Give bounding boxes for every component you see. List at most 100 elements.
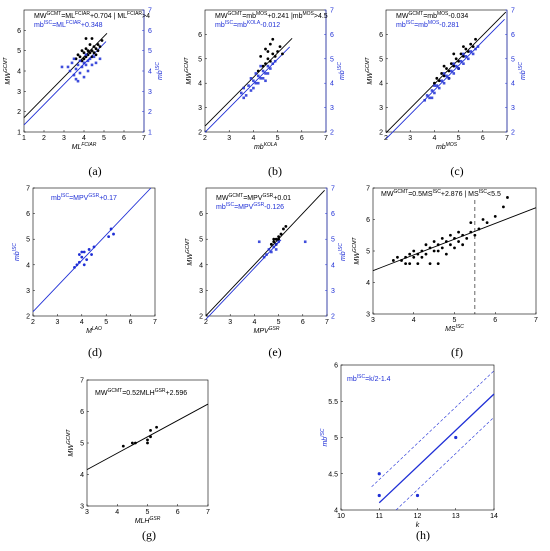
y-right-tick-label: 5 [330, 56, 334, 63]
regression-line-black [204, 37, 293, 127]
data-point-blue [256, 81, 260, 85]
data-point-black [86, 53, 90, 57]
data-point-blue [78, 71, 82, 75]
chart-panel-h: 10 11 12 13 14 4 4.5 5 5.5 6 k mbISC mbISC=k/2-1.4 (h… [320, 363, 498, 543]
data-point-black [404, 255, 407, 259]
data-point-blue [452, 62, 456, 65]
data-point-blue [77, 253, 81, 256]
y-right-tick-label: 6 [511, 32, 515, 39]
x-tick-label: 4 [432, 135, 436, 142]
x-tick-label: 3 [371, 317, 375, 324]
annotation-text: MWGCMT=MPVGSR+0.01 [216, 193, 291, 202]
data-point-blue [98, 57, 102, 61]
x-axis-label: MPVGSR [253, 326, 279, 335]
panel-label: (e) [268, 345, 281, 359]
annotation-text: MWGCMT=0.5MSISC+2.876 | MSISC<5.5 [381, 189, 501, 198]
data-point-blue [433, 84, 436, 87]
x-tick-label: 5 [104, 319, 108, 326]
data-point-blue [462, 52, 465, 56]
data-point-blue [415, 493, 420, 498]
data-point-black [90, 37, 94, 40]
data-point-blue [257, 240, 261, 244]
data-point-black [86, 49, 90, 53]
data-point-black [432, 249, 436, 253]
data-point-black [278, 45, 282, 48]
data-point-black [416, 262, 420, 265]
data-point-black [453, 237, 456, 240]
data-point-blue [272, 245, 276, 249]
y-tick-label: 5 [334, 435, 338, 442]
annotation-text: MWGCMT=0.52MLHGSR+2.596 [95, 388, 187, 397]
data-point-blue [256, 74, 260, 78]
data-point-black [449, 62, 453, 66]
y-axis-label: MWGCMT [352, 236, 361, 264]
data-point-black [424, 252, 428, 256]
data-point-black [74, 57, 78, 61]
x-tick-label: 5 [146, 509, 150, 516]
data-point-blue [454, 64, 458, 68]
y-tick-label: 2 [199, 314, 203, 321]
panel-label: (d) [88, 345, 102, 359]
data-point-blue [442, 81, 446, 85]
y-right-tick-label: 2 [511, 130, 515, 137]
annotation-text: MWGCMT=mbMOS+0.241 |mbMOS>4.5 [215, 11, 328, 20]
data-point-black [268, 42, 272, 46]
x-tick-label: 6 [176, 509, 180, 516]
data-point-black [471, 45, 475, 48]
data-point-black [274, 237, 278, 241]
panel-label: (h) [416, 528, 430, 542]
y-tick-label: 4 [17, 69, 21, 76]
data-point-blue [474, 47, 477, 51]
y-tick-label: 4 [366, 280, 370, 287]
data-point-black [269, 242, 273, 246]
data-point-blue [244, 94, 248, 97]
y-tick-label: 2 [17, 109, 21, 116]
y-right-tick-label: 2 [331, 314, 335, 321]
data-point-black [268, 59, 272, 63]
x-axis-label: mbKOLA [254, 142, 278, 151]
data-point-black [261, 64, 265, 68]
data-point-black [444, 240, 448, 243]
x-tick-label: 7 [534, 317, 538, 324]
y-axis-label: mbISC [12, 243, 21, 261]
regression-line-blue [378, 393, 495, 504]
y-right-tick-label: 5 [511, 56, 515, 63]
x-tick-label: 4 [412, 317, 416, 324]
regression-line-black [86, 403, 209, 470]
data-point-blue [266, 64, 270, 68]
data-point-black [149, 435, 152, 439]
x-tick-label: 3 [228, 319, 232, 326]
y-right-axis-label: mbISC [337, 62, 346, 80]
data-point-black [272, 240, 276, 244]
y-right-axis-label: mbISC [155, 62, 164, 80]
data-point-blue [252, 79, 255, 83]
chart-panel-c: 2 3 4 5 6 723456234567mbMOSMWGCMTmbISCMWGCMT=… [365, 8, 527, 179]
data-point-blue [471, 52, 475, 56]
data-point-black [502, 205, 505, 209]
y-tick-label: 3 [26, 288, 30, 295]
data-point-blue [433, 91, 436, 95]
data-point-blue [469, 50, 472, 53]
panel-label: (a) [88, 164, 101, 178]
data-point-blue [72, 73, 76, 77]
annotation-text: mbISC=MPVGSR+0.17 [51, 193, 117, 202]
data-point-black [452, 64, 456, 68]
y-right-tick-label: 6 [331, 211, 335, 218]
data-point-blue [240, 91, 243, 95]
chart-panel-e: 2 3 4 5 6 723456234567MPVGSRMWGCMTmbISCMWGCMT… [185, 186, 347, 360]
y-right-tick-label: 7 [148, 8, 152, 15]
data-point-blue [76, 63, 80, 67]
x-tick-label: 4 [115, 509, 119, 516]
data-point-blue [80, 255, 84, 259]
x-axis-label: MLFCIAR [72, 142, 97, 151]
y-tick-label: 3 [366, 312, 370, 319]
data-point-blue [87, 248, 91, 251]
confidence-band-line [395, 416, 495, 511]
data-point-blue [80, 250, 84, 254]
data-point-blue [428, 96, 431, 100]
data-point-blue [77, 260, 81, 264]
y-tick-label: 5 [198, 56, 202, 63]
data-point-blue [86, 59, 90, 63]
x-axis-label: k [416, 522, 420, 529]
data-point-black [96, 43, 100, 46]
